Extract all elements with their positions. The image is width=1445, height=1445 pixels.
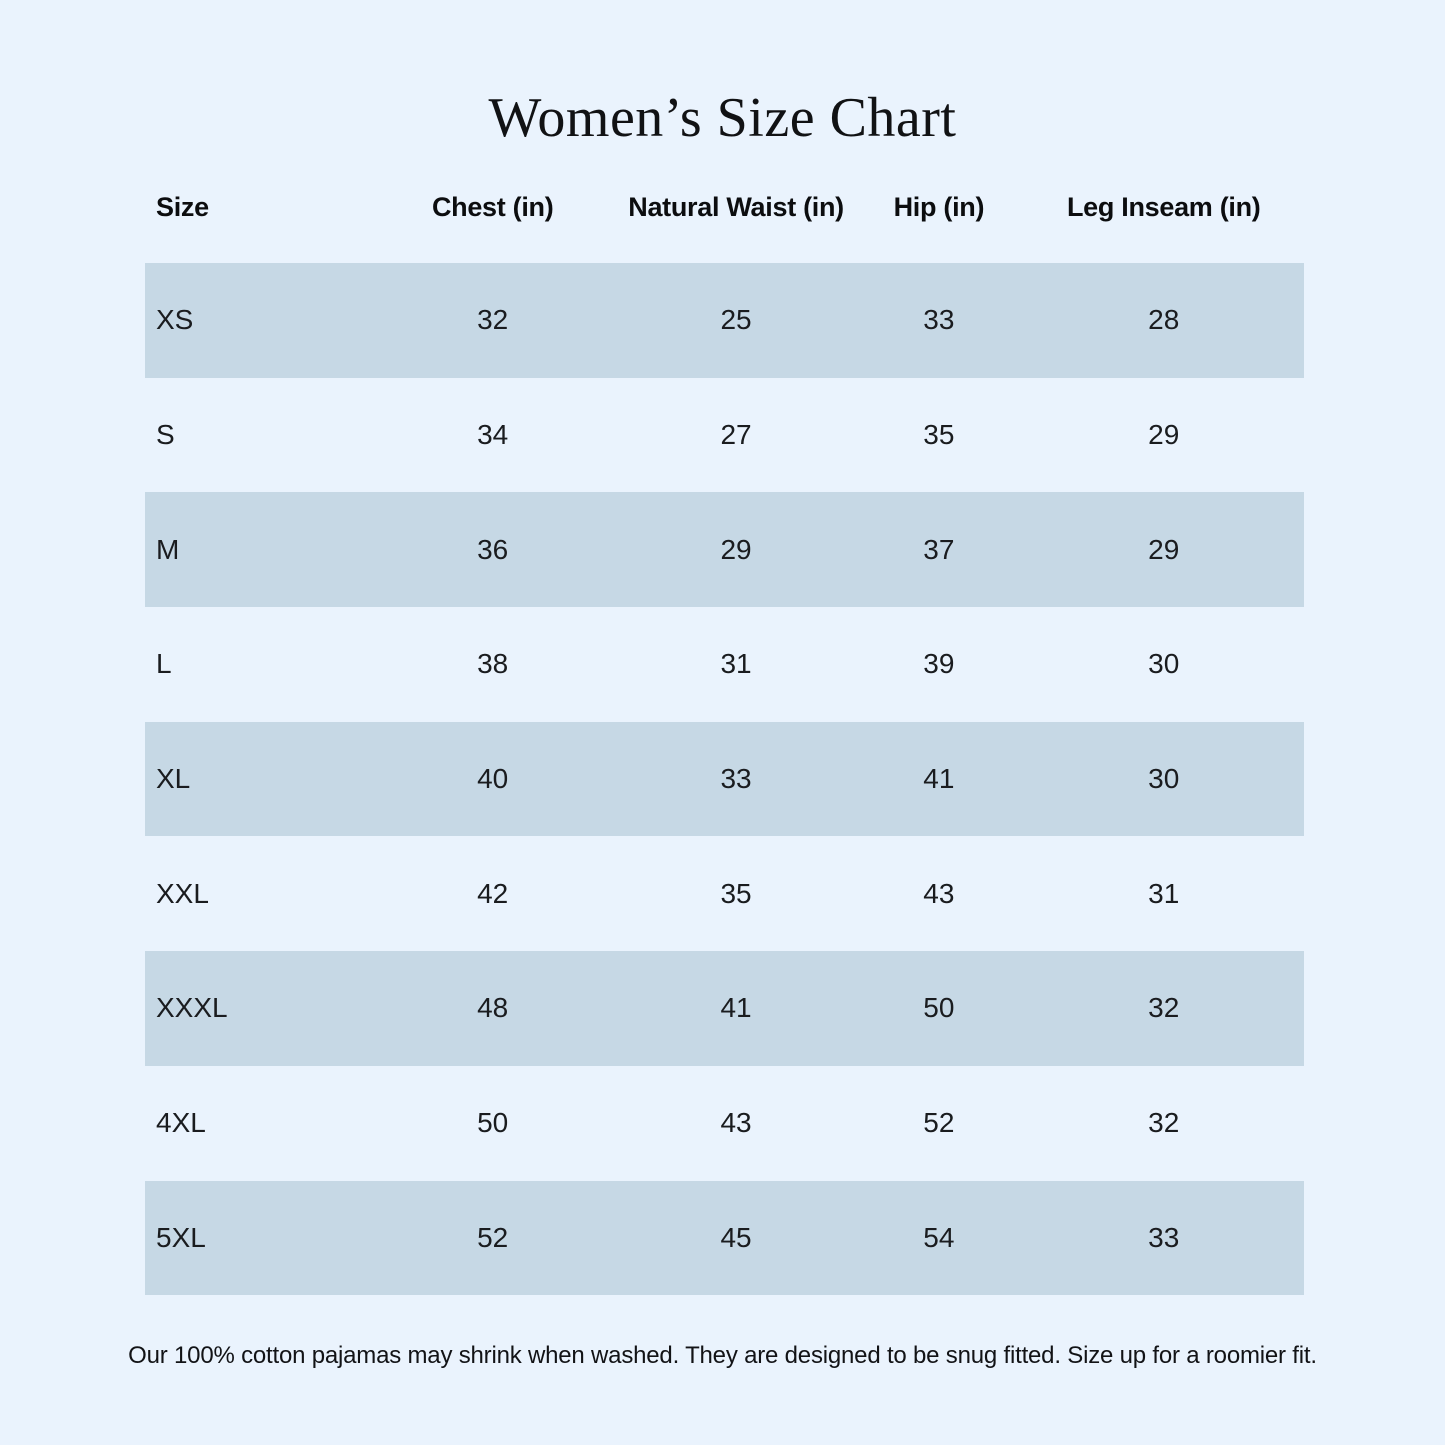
header-cell-hip-in: Hip (in) [893, 192, 985, 222]
value-cell: 32 [1148, 1107, 1180, 1139]
value-cell: 30 [1148, 763, 1180, 795]
value-cell: 35 [923, 419, 955, 451]
value-cell: 42 [477, 877, 509, 909]
table-row: M 36 29 37 29 [145, 492, 1304, 608]
size-cell: M [156, 533, 180, 565]
value-cell: 43 [720, 1107, 752, 1139]
table-row: 5XL 52 45 54 33 [145, 1180, 1304, 1296]
value-cell: 50 [477, 1107, 509, 1139]
value-cell: 43 [923, 877, 955, 909]
size-cell: 4XL [156, 1107, 206, 1139]
value-cell: 40 [477, 763, 509, 795]
table-row: XL 40 33 41 30 [145, 721, 1304, 837]
value-cell: 32 [477, 304, 509, 336]
table-row: XS 32 25 33 28 [145, 263, 1304, 378]
value-cell: 41 [923, 763, 955, 795]
header-cell-size: Size [156, 192, 209, 222]
table-row: 4XL 50 43 52 32 [145, 1066, 1304, 1181]
value-cell: 33 [720, 763, 752, 795]
size-cell: 5XL [156, 1221, 206, 1253]
value-cell: 31 [720, 648, 752, 680]
value-cell: 36 [477, 533, 509, 565]
value-cell: 50 [923, 992, 955, 1024]
size-cell: XXXL [156, 992, 228, 1024]
value-cell: 29 [720, 533, 752, 565]
value-cell: 39 [923, 648, 955, 680]
value-cell: 38 [477, 648, 509, 680]
size-cell: L [156, 648, 172, 680]
value-cell: 31 [1148, 877, 1180, 909]
footnote-text: Our 100% cotton pajamas may shrink when … [128, 1342, 1317, 1369]
table-row: XXXL 48 41 50 32 [145, 951, 1304, 1066]
value-cell: 37 [923, 533, 955, 565]
header-row: Size Chest (in) Natural Waist (in) Hip (in)… [145, 180, 1304, 235]
value-cell: 33 [1148, 1221, 1180, 1253]
table-row: XXL 42 35 43 31 [145, 836, 1304, 951]
value-cell: 30 [1148, 648, 1180, 680]
table-row: L 38 31 39 30 [145, 607, 1304, 722]
value-cell: 29 [1148, 419, 1180, 451]
value-cell: 25 [720, 304, 752, 336]
size-cell: S [156, 419, 175, 451]
value-cell: 28 [1148, 304, 1180, 336]
value-cell: 41 [720, 992, 752, 1024]
size-cell: XXL [156, 877, 209, 909]
value-cell: 52 [477, 1221, 509, 1253]
value-cell: 45 [720, 1221, 752, 1253]
header-cell-leg-inseam-in: Leg Inseam (in) [1066, 192, 1261, 222]
value-cell: 29 [1148, 533, 1180, 565]
size-table: Size Chest (in) Natural Waist (in) Hip (in)… [145, 180, 1304, 1296]
table-body: XS 32 25 33 28 S 34 27 35 29 M 36 29 37 29 L 38 31 39 30 XL 4… [145, 263, 1304, 1296]
value-cell: 48 [477, 992, 509, 1024]
value-cell: 27 [720, 419, 752, 451]
value-cell: 33 [923, 304, 955, 336]
header-cell-natural-waist-in: Natural Waist (in) [628, 192, 844, 222]
value-cell: 52 [923, 1107, 955, 1139]
value-cell: 32 [1148, 992, 1180, 1024]
size-cell: XS [156, 304, 194, 336]
table-row: S 34 27 35 29 [145, 378, 1304, 493]
value-cell: 34 [477, 419, 509, 451]
header-cell-chest-in: Chest (in) [431, 192, 554, 222]
size-cell: XL [156, 763, 191, 795]
page-title: Women’s Size Chart [488, 87, 957, 149]
value-cell: 54 [923, 1221, 955, 1253]
value-cell: 35 [720, 877, 752, 909]
